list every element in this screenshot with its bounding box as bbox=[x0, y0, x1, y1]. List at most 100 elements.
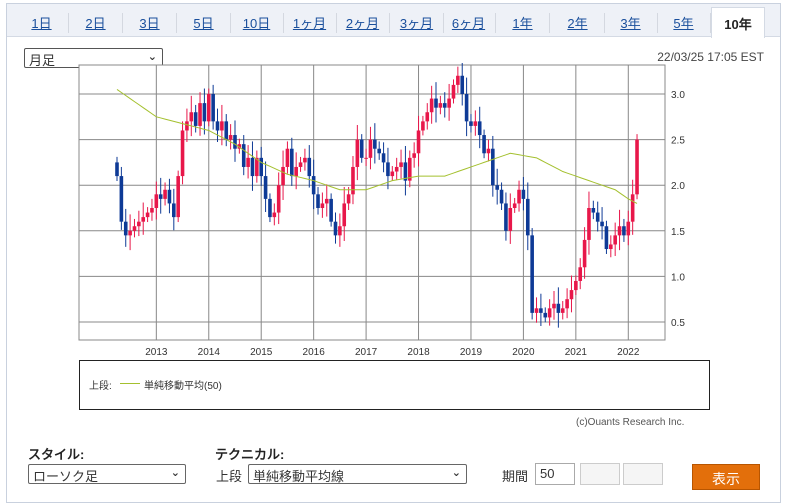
tab-4[interactable]: 5日 bbox=[177, 13, 231, 33]
candle-body bbox=[390, 171, 395, 177]
x-tick-label: 2013 bbox=[145, 347, 168, 358]
candle-body bbox=[346, 194, 351, 204]
candle-body bbox=[224, 121, 229, 140]
x-tick-label: 2021 bbox=[565, 347, 588, 358]
candle-body bbox=[521, 189, 526, 199]
candle-body bbox=[333, 221, 338, 236]
candle-body bbox=[512, 203, 517, 208]
candle-body bbox=[504, 203, 508, 231]
tab-12[interactable]: 3年 bbox=[604, 13, 658, 33]
candle-body bbox=[630, 194, 635, 222]
candle-body bbox=[167, 189, 172, 204]
candle-body bbox=[368, 139, 373, 158]
tab-5[interactable]: 10日 bbox=[230, 13, 284, 33]
candle-body bbox=[342, 203, 347, 227]
tab-14[interactable]: 10年 bbox=[711, 7, 765, 38]
candle-body bbox=[180, 130, 185, 177]
candle-body bbox=[193, 112, 198, 126]
price-chart: 0.5 1.0 1.5 2.0 2.5 3.0 2013 2014 2015 2016 2017 20… bbox=[78, 62, 685, 358]
candle-body bbox=[447, 98, 451, 108]
candle-body bbox=[556, 303, 561, 313]
x-tick-label: 2015 bbox=[250, 347, 273, 358]
candle-body bbox=[259, 157, 264, 177]
period-select[interactable]: 月足 ⌄ bbox=[24, 48, 163, 68]
candle-body bbox=[587, 208, 591, 240]
candle-body bbox=[351, 166, 355, 195]
candle-body bbox=[525, 198, 530, 236]
candle-body bbox=[377, 148, 381, 154]
candle-body bbox=[294, 166, 298, 177]
chart-legend: 上段: 単純移動平均(50) bbox=[79, 360, 710, 410]
candle-body bbox=[421, 121, 425, 131]
style-label: スタイル: bbox=[28, 447, 85, 462]
candle-body bbox=[189, 112, 194, 122]
candle-body bbox=[285, 148, 290, 167]
candle-body bbox=[359, 139, 364, 158]
candle-body bbox=[381, 153, 386, 163]
candle-body bbox=[429, 98, 434, 113]
candle-body bbox=[386, 162, 390, 177]
x-tick-label: 2022 bbox=[617, 347, 640, 358]
candle-body bbox=[582, 239, 587, 268]
candle-body bbox=[364, 157, 368, 159]
param3-input[interactable] bbox=[623, 463, 663, 485]
candle-body bbox=[508, 208, 513, 231]
tab-10[interactable]: 1年 bbox=[496, 13, 550, 33]
candle-body bbox=[123, 221, 128, 236]
style-select[interactable]: ローソク足 ⌄ bbox=[28, 464, 186, 484]
candle-body bbox=[338, 226, 342, 236]
candle-body bbox=[115, 162, 119, 177]
candle-body bbox=[119, 176, 124, 222]
candle-body bbox=[609, 244, 613, 250]
candle-body bbox=[206, 94, 211, 122]
candle-body bbox=[303, 157, 307, 163]
candle-body bbox=[425, 112, 430, 122]
candle-body bbox=[241, 144, 246, 167]
tab-1[interactable]: 1日 bbox=[15, 13, 69, 33]
candle-body bbox=[473, 121, 478, 126]
tab-7[interactable]: 2ヶ月 bbox=[336, 13, 390, 33]
tab-13[interactable]: 5年 bbox=[657, 13, 711, 33]
candle-body bbox=[626, 221, 631, 236]
candle-body bbox=[491, 148, 495, 186]
candle-body bbox=[442, 103, 447, 108]
candle-body bbox=[552, 303, 556, 309]
period-label: 期間 bbox=[502, 469, 529, 484]
tab-9[interactable]: 6ヶ月 bbox=[442, 13, 496, 33]
tab-2[interactable]: 2日 bbox=[69, 13, 123, 33]
candle-body bbox=[399, 162, 403, 167]
technical-select[interactable]: 単純移動平均線 ⌄ bbox=[248, 464, 467, 484]
candle-body bbox=[595, 212, 600, 222]
tab-3[interactable]: 3日 bbox=[123, 13, 177, 33]
tab-11[interactable]: 2年 bbox=[551, 13, 605, 33]
copyright: (c)Ouants Research Inc. bbox=[576, 417, 685, 428]
candle-body bbox=[329, 198, 333, 222]
legend-ma-line bbox=[120, 383, 140, 384]
candle-body bbox=[198, 103, 202, 126]
candle-body bbox=[154, 194, 159, 208]
candle-body bbox=[237, 144, 242, 149]
candle-body bbox=[451, 84, 456, 99]
candle-body bbox=[145, 212, 150, 218]
chevron-down-icon: ⌄ bbox=[147, 51, 157, 63]
period-input[interactable]: 50 bbox=[535, 463, 575, 485]
chevron-down-icon: ⌄ bbox=[170, 467, 180, 479]
y-tick-label: 3.0 bbox=[671, 90, 685, 101]
period-tabs: 1日 2日 3日 5日 10日 1ヶ月 2ヶ月 3ヶ月 6ヶ月 1年 2年 3年 5年 10年 bbox=[7, 4, 780, 38]
candle-body bbox=[158, 194, 163, 199]
candle-body bbox=[486, 148, 491, 154]
plot-area bbox=[78, 64, 666, 341]
candle-body bbox=[185, 121, 189, 131]
x-tick-label: 2014 bbox=[198, 347, 221, 358]
tab-8[interactable]: 3ヶ月 bbox=[390, 13, 444, 33]
chevron-down-icon: ⌄ bbox=[451, 467, 461, 479]
y-tick-label: 1.5 bbox=[671, 227, 685, 238]
y-tick-label: 2.0 bbox=[671, 181, 685, 192]
show-button[interactable]: 表示 bbox=[692, 464, 760, 490]
candle-body bbox=[456, 75, 460, 85]
param2-input[interactable] bbox=[580, 463, 620, 485]
tab-6[interactable]: 1ヶ月 bbox=[283, 13, 337, 33]
y-tick-label: 2.5 bbox=[671, 136, 685, 147]
candle-body bbox=[407, 157, 412, 181]
candle-body bbox=[613, 235, 617, 245]
